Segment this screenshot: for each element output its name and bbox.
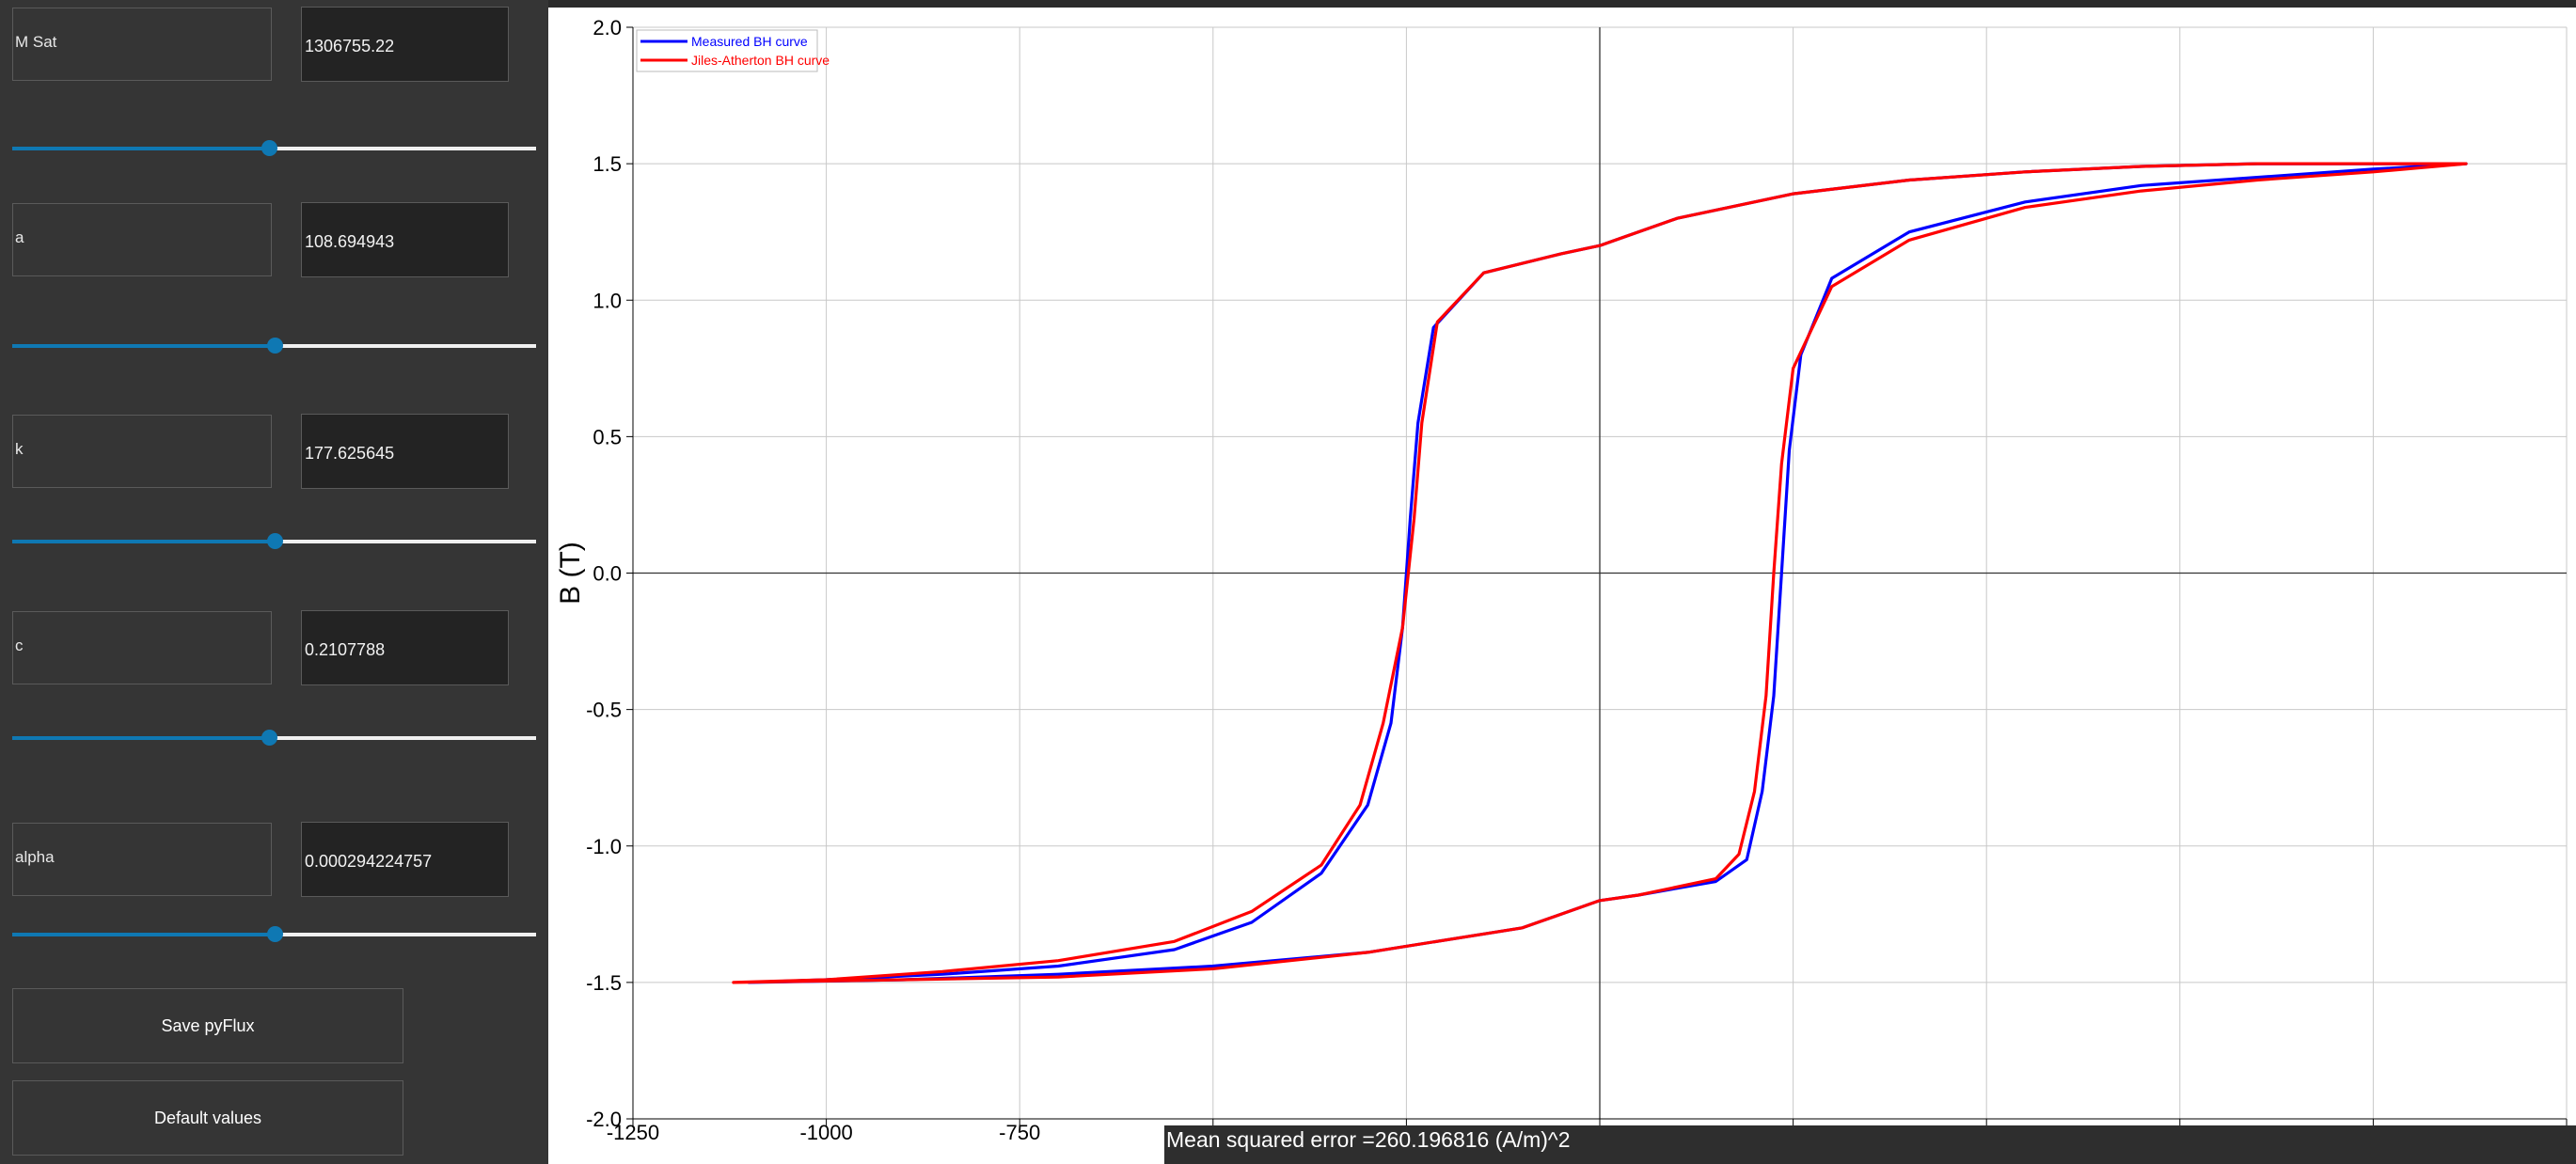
parameter-panel: M Sat 1306755.22 a 108.694943 k 177.6256…: [0, 0, 548, 1164]
jiles-atherton-bh-curve: [732, 162, 2468, 984]
c-slider[interactable]: [12, 729, 536, 747]
y-axis-label: B (T): [555, 542, 586, 605]
y-tick-label: -2.0: [586, 1108, 622, 1131]
msat-value-field[interactable]: 1306755.22: [301, 7, 509, 82]
default-values-button[interactable]: Default values: [12, 1080, 403, 1156]
slider-fill: [12, 933, 275, 936]
y-tick-label: 1.0: [593, 289, 622, 312]
y-tick-label: -1.5: [586, 971, 622, 995]
slider-handle[interactable]: [266, 533, 283, 549]
slider-handle[interactable]: [261, 730, 277, 746]
alpha-value-field[interactable]: 0.000294224757: [301, 822, 509, 897]
mse-status: Mean squared error =260.196816 (A/m)^2: [1164, 1125, 2576, 1164]
a-value-field[interactable]: 108.694943: [301, 202, 509, 277]
y-tick-label: -0.5: [586, 699, 622, 722]
k-label: k: [12, 415, 272, 488]
slider-track: [268, 736, 536, 740]
window-top-strip: [0, 0, 2576, 8]
slider-track: [274, 344, 536, 348]
a-slider[interactable]: [12, 337, 536, 355]
legend: Measured BH curve Jiles-Atherton BH curve: [636, 29, 830, 72]
slider-handle[interactable]: [266, 926, 283, 942]
alpha-slider[interactable]: [12, 925, 536, 944]
slider-fill: [12, 540, 275, 543]
k-value-field[interactable]: 177.625645: [301, 414, 509, 489]
slider-fill: [12, 147, 269, 150]
legend-label: Measured BH curve: [691, 34, 808, 49]
slider-handle[interactable]: [261, 140, 277, 156]
alpha-label: alpha: [12, 823, 272, 896]
k-slider[interactable]: [12, 532, 536, 551]
legend-box: [636, 29, 818, 72]
y-tick-label: -1.0: [586, 835, 622, 858]
c-value-field[interactable]: 0.2107788: [301, 610, 509, 685]
a-label: a: [12, 203, 272, 276]
x-tick-label: -750: [999, 1121, 1040, 1144]
legend-label: Jiles-Atherton BH curve: [691, 53, 830, 68]
slider-fill: [12, 344, 275, 348]
slider-handle[interactable]: [266, 338, 283, 354]
y-tick-label: 0.5: [593, 425, 622, 448]
save-pyflux-button[interactable]: Save pyFlux: [12, 988, 403, 1063]
x-tick-label: -1250: [607, 1121, 659, 1144]
x-tick-label: -1000: [799, 1121, 852, 1144]
bh-plot: 2.0 1.5 1.0 0.5 0.0 -0.5 -1.0 -1.5 -2.0 -1250 -100…: [548, 8, 2576, 1164]
msat-label: M Sat: [12, 8, 272, 81]
axes: 2.0 1.5 1.0 0.5 0.0 -0.5 -1.0 -1.5 -2.0-1250 -100…: [555, 16, 2568, 1144]
slider-track: [268, 147, 536, 150]
y-tick-label: 0.0: [593, 562, 622, 586]
slider-track: [274, 540, 536, 543]
slider-fill: [12, 736, 269, 740]
bh-chart-svg: 2.0 1.5 1.0 0.5 0.0 -0.5 -1.0 -1.5 -2.0-1250 -100…: [555, 16, 2568, 1144]
c-label: c: [12, 611, 272, 684]
y-tick-label: 2.0: [593, 16, 622, 39]
series-layer: [732, 162, 2468, 984]
y-tick-label: 1.5: [593, 152, 622, 176]
slider-track: [274, 933, 536, 936]
msat-slider[interactable]: [12, 139, 536, 158]
